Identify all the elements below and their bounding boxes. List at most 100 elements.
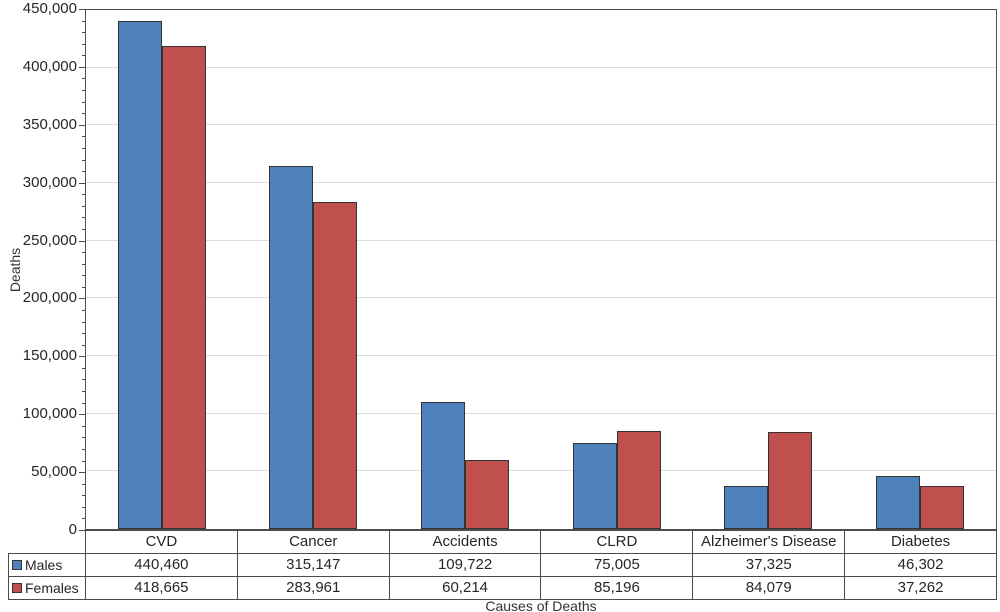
y-axis-minor-tick <box>82 78 85 80</box>
legend-males: Males <box>8 553 86 577</box>
table-cell-males-cancer: 315,147 <box>236 553 390 577</box>
bar-males-clrd <box>572 442 617 529</box>
gridline <box>86 470 996 472</box>
category-header-clrd: CLRD <box>540 530 694 554</box>
bar-group-cancer <box>238 10 390 529</box>
bar-males-cancer <box>269 165 314 529</box>
table-cell-males-diabetes: 46,302 <box>844 553 997 577</box>
y-axis-major-tick <box>79 240 85 242</box>
bar-females-accidents <box>465 459 510 529</box>
bar-females-diabetes <box>920 486 965 529</box>
y-axis-minor-tick <box>82 518 85 520</box>
bar-females-cancer <box>313 201 358 529</box>
table-row-males: 440,460 315,147 109,722 75,005 37,325 46,302 <box>85 553 997 577</box>
y-axis-minor-tick <box>82 171 85 173</box>
gridline <box>86 182 996 183</box>
y-axis-minor-tick <box>82 43 85 45</box>
table-cell-males-alzheimer-s-disease: 37,325 <box>692 553 846 577</box>
table-cell-females-diabetes: 37,262 <box>844 576 997 600</box>
y-axis-labels: 0 50,000 100,000 150,000 200,000 250,000 300,0… <box>0 1 85 538</box>
table-cell-females-cvd: 418,665 <box>85 576 238 600</box>
category-header-cvd: CVD <box>85 530 238 554</box>
y-axis-major-tick <box>79 298 85 300</box>
category-header-diabetes: Diabetes <box>844 530 997 554</box>
y-axis-minor-tick <box>82 217 85 219</box>
bar-group-diabetes <box>844 10 996 529</box>
bar-females-alzheimer-s-disease <box>768 432 813 529</box>
y-axis-major-tick <box>79 356 85 358</box>
y-axis-major-tick <box>79 414 85 416</box>
category-header-cancer: Cancer <box>236 530 390 554</box>
y-tick-label: 100,000 <box>22 405 77 423</box>
y-tick-label: 50,000 <box>31 463 77 481</box>
y-axis-minor-tick <box>82 391 85 393</box>
y-axis-minor-tick <box>82 101 85 103</box>
gridline <box>86 239 996 241</box>
table-cell-females-clrd: 85,196 <box>540 576 694 600</box>
y-axis-minor-tick <box>82 506 85 508</box>
table-row-females: 418,665 283,961 60,214 85,196 84,079 37,262 <box>85 576 997 600</box>
y-axis-minor-tick <box>82 205 85 207</box>
legend-label-males: Males <box>25 557 63 573</box>
y-axis-minor-tick <box>82 55 85 57</box>
y-axis-minor-tick <box>82 194 85 196</box>
females-legend-swatch-icon <box>12 583 22 593</box>
bar-group-accidents <box>389 10 541 529</box>
y-axis-major-tick <box>79 182 85 184</box>
y-axis-minor-tick <box>82 228 85 230</box>
gridline <box>86 66 996 68</box>
gridline <box>86 124 996 126</box>
bar-males-accidents <box>421 402 466 529</box>
y-axis-minor-tick <box>82 425 85 427</box>
gridline <box>86 412 996 414</box>
y-axis-minor-tick <box>82 448 85 450</box>
y-axis-minor-tick <box>82 20 85 22</box>
bar-males-diabetes <box>876 475 921 529</box>
y-tick-label: 400,000 <box>22 57 77 75</box>
y-axis-minor-tick <box>82 252 85 254</box>
table-cell-females-accidents: 60,214 <box>388 576 542 600</box>
y-axis-minor-tick <box>82 136 85 138</box>
y-axis-minor-tick <box>82 310 85 312</box>
table-cell-males-clrd: 75,005 <box>540 553 694 577</box>
y-axis-minor-tick <box>82 263 85 265</box>
y-axis-minor-tick <box>82 113 85 115</box>
y-axis-minor-tick <box>82 402 85 404</box>
y-axis <box>0 9 85 531</box>
table-cell-males-accidents: 109,722 <box>388 553 542 577</box>
bar-females-cvd <box>161 46 206 529</box>
legend-label-females: Females <box>25 580 79 596</box>
y-axis-minor-tick <box>82 344 85 346</box>
y-axis-minor-tick <box>82 32 85 34</box>
y-axis-minor-tick <box>82 367 85 369</box>
y-axis-minor-tick <box>82 483 85 485</box>
y-axis-minor-tick <box>82 90 85 92</box>
y-tick-label: 250,000 <box>22 231 77 249</box>
x-axis-title: Causes of Deaths <box>485 598 597 612</box>
y-axis-minor-tick <box>82 321 85 323</box>
y-tick-label: 450,000 <box>22 0 77 17</box>
y-axis-major-tick <box>79 530 85 531</box>
y-axis-minor-tick <box>82 460 85 462</box>
bar-group-clrd <box>541 10 693 529</box>
y-tick-label: 0 <box>68 521 77 538</box>
bar-males-cvd <box>117 21 162 529</box>
table-cell-females-cancer: 283,961 <box>236 576 390 600</box>
y-tick-label: 150,000 <box>22 347 77 365</box>
males-legend-swatch-icon <box>12 560 22 570</box>
category-header-alzheimer-s-disease: Alzheimer's Disease <box>692 530 846 554</box>
category-header-row: CVD Cancer Accidents CLRD Alzheimer's Diseas… <box>85 530 997 554</box>
legend-females: Females <box>8 576 86 600</box>
bar-group-alzheimer-s-disease <box>693 10 845 529</box>
plot-area <box>85 9 997 530</box>
bar-males-alzheimer-s-disease <box>724 485 769 529</box>
y-axis-major-tick <box>79 66 85 68</box>
category-header-accidents: Accidents <box>388 530 542 554</box>
y-axis-minor-tick <box>82 495 85 497</box>
y-tick-label: 200,000 <box>22 289 77 307</box>
y-axis-minor-tick <box>82 147 85 149</box>
y-axis-minor-tick <box>82 333 85 335</box>
y-axis-major-tick <box>79 472 85 474</box>
y-axis-minor-tick <box>82 286 85 288</box>
